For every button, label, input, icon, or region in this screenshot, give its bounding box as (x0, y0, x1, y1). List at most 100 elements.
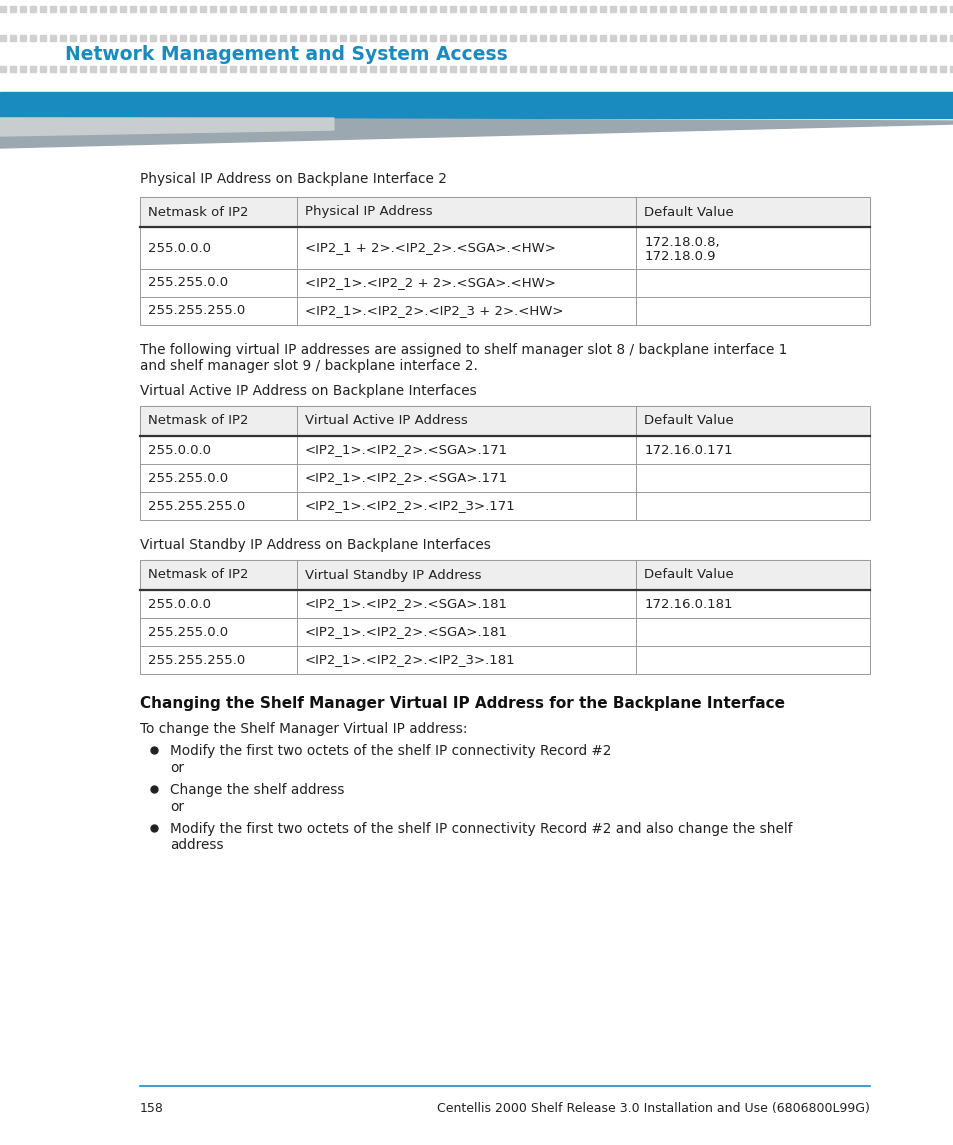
Bar (760, 35, 765, 41)
Bar (649, 66, 656, 72)
Bar (70, 6, 76, 11)
Bar (589, 6, 596, 11)
Bar (140, 406, 869, 520)
Bar (339, 66, 346, 72)
Bar (150, 6, 156, 11)
Bar (280, 6, 286, 11)
Bar (280, 35, 286, 41)
Bar (479, 35, 485, 41)
Bar (490, 35, 496, 41)
Bar (70, 35, 76, 41)
Bar (240, 66, 246, 72)
Bar (769, 66, 775, 72)
Text: 255.255.0.0: 255.255.0.0 (148, 276, 228, 290)
Bar (510, 35, 516, 41)
Text: Change the shelf address: Change the shelf address (170, 783, 344, 797)
Bar (90, 6, 96, 11)
Bar (729, 6, 735, 11)
Bar (40, 66, 46, 72)
Bar (310, 6, 315, 11)
Bar (579, 66, 585, 72)
Bar (379, 66, 386, 72)
Bar (829, 66, 835, 72)
Bar (820, 66, 825, 72)
Text: 172.16.0.181: 172.16.0.181 (643, 598, 732, 610)
Text: Network Management and System Access: Network Management and System Access (65, 46, 507, 64)
Bar (60, 66, 66, 72)
Text: <IP2_1>.<IP2_2>.<IP2_3>.171: <IP2_1>.<IP2_2>.<IP2_3>.171 (305, 499, 516, 513)
Bar (140, 560, 869, 674)
Text: or: or (170, 761, 184, 775)
Bar (370, 66, 375, 72)
Bar (780, 35, 785, 41)
Text: <IP2_1>.<IP2_2>.<IP2_3 + 2>.<HW>: <IP2_1>.<IP2_2>.<IP2_3 + 2>.<HW> (305, 305, 563, 317)
Bar (639, 35, 645, 41)
Bar (410, 35, 416, 41)
Bar (789, 66, 795, 72)
Bar (530, 6, 536, 11)
Bar (290, 6, 295, 11)
Bar (200, 6, 206, 11)
Bar (809, 6, 815, 11)
Bar (769, 35, 775, 41)
Text: Virtual Active IP Address: Virtual Active IP Address (305, 414, 467, 427)
Bar (299, 66, 306, 72)
Bar (180, 35, 186, 41)
Bar (919, 66, 925, 72)
Bar (939, 35, 945, 41)
Bar (459, 35, 465, 41)
Bar (439, 66, 446, 72)
Bar (899, 35, 905, 41)
Bar (609, 66, 616, 72)
Bar (260, 66, 266, 72)
Polygon shape (0, 118, 334, 136)
Text: Virtual Standby IP Address on Backplane Interfaces: Virtual Standby IP Address on Backplane … (140, 538, 491, 552)
Bar (250, 6, 255, 11)
Bar (170, 66, 175, 72)
Bar (760, 66, 765, 72)
Bar (240, 6, 246, 11)
Bar (769, 6, 775, 11)
Bar (869, 35, 875, 41)
Bar (619, 35, 625, 41)
Bar (889, 35, 895, 41)
Bar (909, 6, 915, 11)
Bar (840, 35, 845, 41)
Bar (550, 66, 556, 72)
Text: 255.255.255.0: 255.255.255.0 (148, 499, 245, 513)
Bar (519, 66, 525, 72)
Bar (639, 6, 645, 11)
Bar (499, 6, 505, 11)
Bar (310, 66, 315, 72)
Bar (359, 66, 366, 72)
Bar (339, 35, 346, 41)
Bar (619, 66, 625, 72)
Bar (909, 35, 915, 41)
Text: address: address (170, 838, 223, 852)
Bar (919, 35, 925, 41)
Bar (780, 6, 785, 11)
Bar (899, 6, 905, 11)
Bar (709, 6, 716, 11)
Text: <IP2_1 + 2>.<IP2_2>.<SGA>.<HW>: <IP2_1 + 2>.<IP2_2>.<SGA>.<HW> (305, 242, 556, 254)
Text: Physical IP Address on Backplane Interface 2: Physical IP Address on Backplane Interfa… (140, 172, 446, 185)
Bar (299, 35, 306, 41)
Text: <IP2_1>.<IP2_2>.<SGA>.171: <IP2_1>.<IP2_2>.<SGA>.171 (305, 443, 508, 457)
Text: Changing the Shelf Manager Virtual IP Address for the Backplane Interface: Changing the Shelf Manager Virtual IP Ad… (140, 696, 784, 711)
Bar (140, 6, 146, 11)
Bar (210, 66, 215, 72)
Bar (490, 6, 496, 11)
Bar (450, 6, 456, 11)
Bar (160, 35, 166, 41)
Bar (720, 35, 725, 41)
Bar (120, 35, 126, 41)
Bar (530, 66, 536, 72)
Bar (50, 35, 56, 41)
Bar (190, 6, 195, 11)
Bar (589, 35, 596, 41)
Bar (840, 6, 845, 11)
Bar (330, 6, 335, 11)
Bar (649, 35, 656, 41)
Bar (569, 6, 576, 11)
Bar (499, 66, 505, 72)
